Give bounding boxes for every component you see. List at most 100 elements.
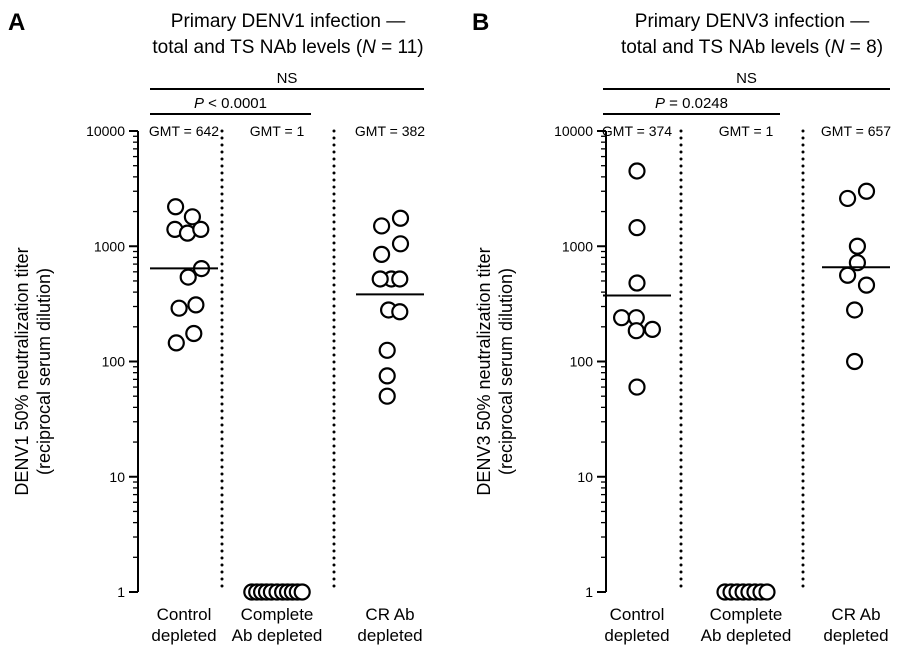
y-axis-label-line-1: DENV1 50% neutralization titer [12, 247, 32, 495]
x-category-label-line-2: Ab depleted [232, 626, 323, 645]
gmt-label: GMT = 1 [250, 123, 305, 139]
y-axis-label-line-1: DENV3 50% neutralization titer [474, 247, 494, 495]
p-value: < 0.0001 [204, 95, 267, 112]
data-point [845, 301, 864, 319]
data-point [848, 237, 867, 255]
x-category-label-line-2: depleted [823, 626, 888, 645]
p-value: = 0.0248 [665, 95, 728, 112]
data-point [293, 583, 311, 601]
x-category-label-line-2: depleted [604, 626, 669, 645]
title-text: total and TS NAb levels ( [621, 37, 831, 58]
title-n-value: = 11) [376, 37, 424, 58]
significance-label: P = 0.0248 [655, 95, 728, 112]
data-point [857, 182, 876, 200]
data-point [627, 322, 645, 340]
y-tick-label: 10000 [554, 123, 593, 139]
x-category-label-line-1: Control [610, 605, 665, 624]
chart-title-line-1: Primary DENV3 infection — [635, 11, 869, 32]
data-point [612, 309, 631, 327]
x-category-label-line-1: Complete [710, 605, 783, 624]
gmt-label: GMT = 382 [355, 123, 425, 139]
data-point [167, 334, 185, 352]
y-tick-label: 1000 [94, 238, 125, 254]
panel-letter: B [472, 9, 489, 36]
gmt-label: GMT = 374 [602, 123, 672, 139]
x-category-label: Control depleted [151, 605, 216, 645]
data-point [378, 367, 396, 385]
data-point [371, 270, 389, 288]
y-axis-label: DENV1 50% neutralization titer (reciproca… [12, 247, 54, 495]
x-category-label-line-2: depleted [357, 626, 422, 645]
title-text: total and TS NAb levels ( [152, 37, 362, 58]
data-point [857, 276, 876, 294]
x-category-label-line-2: depleted [151, 626, 216, 645]
data-point [838, 189, 857, 208]
group-3: GMT = 382 CR Ab depleted [355, 123, 425, 645]
panel-letter: A [8, 9, 25, 36]
data-point [838, 266, 857, 284]
y-axis-label: DENV3 50% neutralization titer (reciproca… [474, 247, 516, 495]
data-point [628, 274, 646, 292]
y-tick-label: 100 [102, 354, 126, 370]
data-point [183, 208, 201, 226]
gmt-label: GMT = 1 [719, 123, 774, 139]
panel-a: A Primary DENV1 infection — total and TS N… [8, 9, 425, 645]
y-tick-label: 10 [109, 469, 125, 485]
y-axis-label-line-2: (reciprocal serum dilution) [34, 268, 54, 475]
data-point [373, 245, 391, 263]
data-point [179, 268, 197, 286]
p-symbol: P [655, 95, 665, 112]
chart-title-line-2: total and TS NAb levels (N = 11) [152, 37, 423, 58]
data-point [643, 320, 662, 338]
title-n-symbol: N [831, 37, 845, 58]
y-tick-label: 1 [585, 584, 593, 600]
data-point [187, 296, 205, 314]
y-tick-label: 10000 [86, 123, 125, 139]
group-1: GMT = 374 Control depleted [602, 123, 672, 645]
data-point [373, 217, 391, 235]
group-3: GMT = 657 CR Ab depleted [821, 123, 891, 645]
x-category-label: Complete Ab depleted [701, 605, 792, 645]
data-point [758, 583, 776, 601]
data-point [167, 198, 185, 216]
x-category-label-line-1: CR Ab [831, 605, 880, 624]
data-point [628, 219, 646, 237]
data-point [628, 162, 646, 180]
data-point [192, 220, 210, 239]
data-point [391, 303, 409, 321]
title-n-value: = 8) [844, 37, 883, 58]
chart-title-line-1: Primary DENV1 infection — [171, 11, 405, 32]
data-point [378, 387, 396, 405]
data-point [170, 299, 188, 317]
y-tick-label: 10 [577, 469, 593, 485]
significance-label: NS [736, 70, 757, 87]
gmt-label: GMT = 642 [149, 123, 219, 139]
group-2: GMT = 1 Complete Ab depleted [232, 123, 323, 645]
group-2: GMT = 1 Complete Ab depleted [701, 123, 792, 645]
x-category-label: CR Ab depleted [823, 605, 888, 645]
x-category-label-line-1: Control [157, 605, 212, 624]
y-axis-label-line-2: (reciprocal serum dilution) [496, 268, 516, 475]
x-category-label-line-2: Ab depleted [701, 626, 792, 645]
group-1: GMT = 642 Control depleted [149, 123, 219, 645]
data-point [378, 341, 396, 359]
data-point [391, 209, 410, 227]
data-point [185, 324, 203, 343]
panel-b: B Primary DENV3 infection — total and TS N… [472, 9, 891, 645]
y-tick-label: 1000 [562, 238, 593, 254]
data-point [845, 352, 864, 371]
x-category-label: Complete Ab depleted [232, 605, 323, 645]
x-category-label-line-1: CR Ab [365, 605, 414, 624]
x-category-label: CR Ab depleted [357, 605, 422, 645]
data-point [391, 235, 410, 253]
significance-label: NS [277, 70, 298, 87]
y-tick-label: 100 [570, 354, 594, 370]
x-category-label: Control depleted [604, 605, 669, 645]
data-point [628, 378, 646, 396]
chart-title-line-2: total and TS NAb levels (N = 8) [621, 37, 883, 58]
x-category-label-line-1: Complete [241, 605, 314, 624]
data-point [391, 270, 409, 288]
significance-label: P < 0.0001 [194, 95, 267, 112]
